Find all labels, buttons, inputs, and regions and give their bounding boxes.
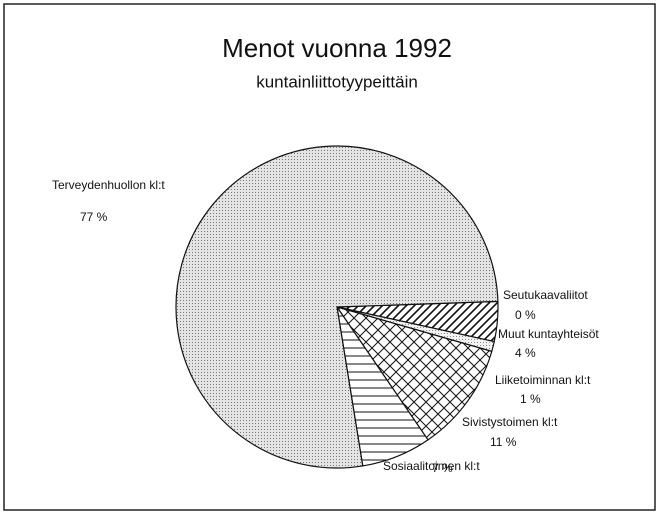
value-label: 4 % [515, 346, 536, 360]
value-label: 11 % [490, 435, 517, 449]
slice-label: Sosiaalitoimen kl:t [383, 459, 480, 473]
value-label: 0 % [515, 308, 536, 322]
value-label: 7 % [432, 461, 453, 475]
value-label: 77 % [80, 210, 108, 224]
chart-subtitle: kuntainliittotyypeittäin [256, 72, 418, 91]
pie-slice [175, 145, 499, 469]
slice-label: Seutukaavaliitot [503, 288, 588, 302]
slice-label: Muut kuntayhteisöt [498, 327, 599, 341]
chart-title: Menot vuonna 1992 [222, 33, 452, 63]
slice-label: Sivistystoimen kl:t [462, 415, 558, 429]
slice-label: Liiketoiminnan kl:t [495, 373, 591, 387]
value-label: 1 % [520, 392, 541, 406]
slice-label: Terveydenhuollon kl:t [52, 178, 165, 192]
pie-slice [335, 305, 493, 441]
